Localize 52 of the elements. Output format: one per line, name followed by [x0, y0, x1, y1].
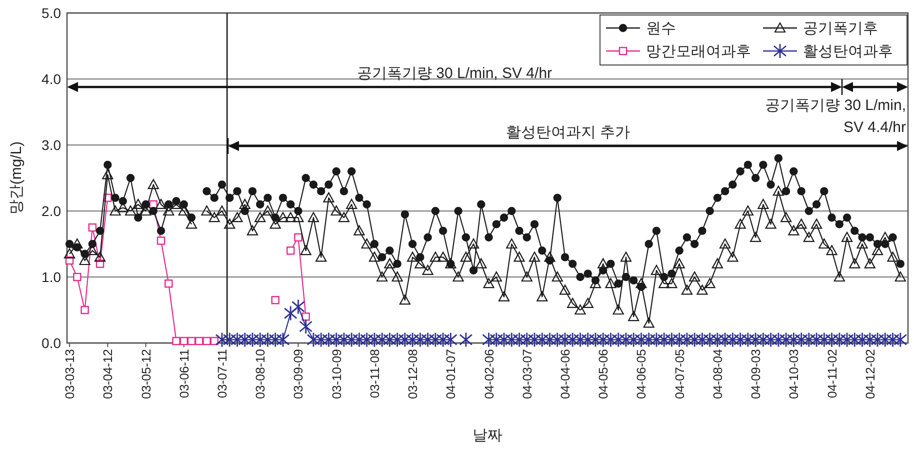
- point: [187, 336, 196, 346]
- x-tick-label: 03-08-10: [254, 348, 268, 400]
- x-tick-label: 04-05-06: [596, 348, 611, 400]
- y-tick-label: 4.0: [42, 71, 62, 87]
- point: [80, 306, 89, 314]
- legend-label: 공기폭기후: [803, 20, 878, 37]
- x-tick-label: 03-10-09: [330, 348, 344, 400]
- x-tick-label: 03-12-08: [406, 348, 420, 400]
- annotation: 활성탄여과지 추가: [506, 124, 630, 141]
- annotation: 공기폭기량 30 L/min, SV 4/hr: [356, 65, 552, 82]
- x-tick-label: 03-04-12: [101, 348, 116, 400]
- x-tick-label: 04-07-05: [672, 348, 687, 400]
- y-tick-label: 1.0: [42, 269, 62, 285]
- point: [202, 336, 211, 346]
- x-tick-label: 04-08-04: [710, 348, 725, 400]
- x-tick-label: 04-01-07: [444, 348, 458, 400]
- annotation: 공기폭기량 30 L/min, SV 4.4/hr: [765, 97, 906, 136]
- x-tick-label: 03-03-13: [63, 348, 78, 400]
- x-tick-label: 04-11-02: [825, 348, 840, 398]
- point: [302, 312, 310, 321]
- y-tick-label: 0.0: [42, 335, 62, 351]
- point: [164, 280, 173, 288]
- point: [210, 336, 218, 346]
- legend-label: 망간모래여과후: [646, 43, 751, 60]
- x-tick-label: 04-03-07: [520, 348, 534, 400]
- point: [180, 336, 188, 346]
- point: [286, 246, 295, 255]
- x-tick-label: 04-06-05: [634, 348, 649, 400]
- x-tick-label: 04-04-06: [558, 348, 572, 400]
- legend-label: 원수: [646, 20, 676, 37]
- x-tick-label: 04-02-06: [482, 348, 496, 400]
- x-tick-label: 03-09-09: [292, 348, 306, 400]
- x-tick-label: 04-09-03: [749, 348, 764, 400]
- point: [195, 336, 204, 346]
- point: [294, 233, 302, 242]
- y-tick-label: 5.0: [42, 5, 62, 21]
- x-tick-label: 04-10-03: [787, 348, 802, 400]
- x-tick-label: 03-07-11: [215, 348, 230, 398]
- x-tick-label: 03-06-11: [177, 348, 192, 398]
- point: [271, 296, 280, 304]
- point: [156, 236, 166, 245]
- point: [88, 223, 97, 232]
- y-tick-label: 2.0: [42, 203, 62, 219]
- xlabel: 날짜: [472, 427, 502, 444]
- ylabel: 망간(mg/L): [8, 141, 25, 215]
- x-tick-label: 03-11-08: [368, 348, 382, 398]
- x-tick-label: 04-12-02: [863, 348, 878, 400]
- legend-label: 활성탄여과후: [803, 43, 893, 60]
- y-tick-label: 3.0: [42, 137, 62, 153]
- x-tick-label: 03-05-12: [139, 348, 154, 400]
- point: [73, 272, 82, 282]
- point: [172, 336, 180, 346]
